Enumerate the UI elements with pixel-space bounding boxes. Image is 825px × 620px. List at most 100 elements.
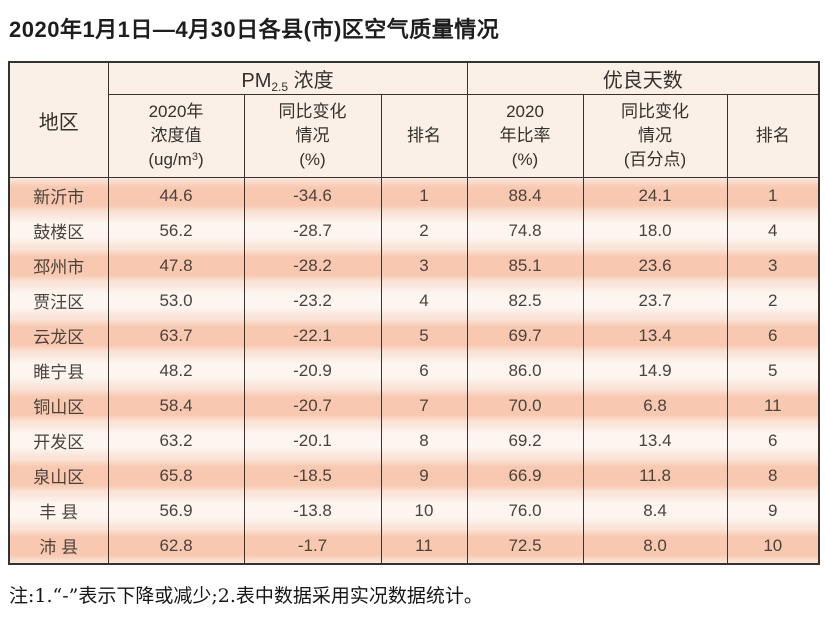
region-cell: 泉山区 [8,458,109,493]
region-cell: 新沂市 [8,177,109,213]
pm-value-cell: 53.0 [107,283,245,318]
pm-rank-cell: 4 [380,283,468,318]
column-header-good-ratio: 2020 年比率 (%) [466,94,584,178]
good-change-cell: 23.6 [582,248,728,283]
good-ratio-line3: (%) [511,149,539,169]
column-header-good-change: 同比变化 情况 (百分点) [582,94,728,178]
table-header: 地区 PM2.5 浓度 优良天数 2020年 浓度值 (ug/m3) 同比变化 … [8,62,820,178]
region-cell: 睢宁县 [8,353,109,388]
good-change-line2: 情况 [638,126,673,146]
column-header-region: 地区 [8,62,109,178]
table-row: 新沂市 44.6 -34.6 1 88.4 24.1 1 [8,177,820,213]
pm-rank-cell: 5 [380,318,468,353]
table-body: 新沂市 44.6 -34.6 1 88.4 24.1 1 鼓楼区 56.2 -28.7 2 74.8 1… [8,177,820,564]
good-rank-cell: 2 [726,283,820,318]
page-title: 2020年1月1日—4月30日各县(市)区空气质量情况 [9,17,500,42]
region-cell: 邳州市 [8,248,109,283]
good-rank-cell: 1 [726,177,820,213]
good-rank-cell: 11 [726,388,820,423]
column-group-pm25: PM2.5 浓度 [107,62,468,95]
region-cell: 沛 县 [8,528,109,564]
pm-value-unit-suffix: ) [197,149,204,169]
pm-change-cell: -28.7 [243,213,382,248]
table-row: 睢宁县 48.2 -20.9 6 86.0 14.9 5 [8,353,820,388]
pm-change-line1: 同比变化 [278,102,347,122]
good-rank-cell: 8 [726,458,820,493]
header-group-row: 地区 PM2.5 浓度 优良天数 [8,62,820,178]
good-change-cell: 24.1 [582,177,728,213]
good-ratio-cell: 82.5 [466,283,584,318]
pm-rank-cell: 10 [380,493,468,528]
pm-change-cell: -22.1 [243,318,382,353]
pm-change-cell: -23.2 [243,283,382,318]
good-ratio-cell: 74.8 [466,213,584,248]
pm-rank-cell: 7 [380,388,468,423]
table-row: 云龙区 63.7 -22.1 5 69.7 13.4 6 [8,318,820,353]
good-rank-cell: 6 [726,423,820,458]
good-ratio-cell: 72.5 [466,528,584,564]
pm-change-line3: (%) [299,149,326,169]
good-rank-cell: 9 [726,493,820,528]
pm-value-cell: 47.8 [107,248,245,283]
good-ratio-cell: 69.2 [466,423,584,458]
pm-value-cell: 62.8 [107,528,245,564]
pm-change-cell: -20.9 [243,353,382,388]
header-sub-row: 2020年 浓度值 (ug/m3) 同比变化 情况 (%) 排名 2020 年比… [9,94,820,178]
pm-value-cell: 65.8 [107,458,245,493]
good-rank-cell: 3 [726,248,820,283]
good-change-cell: 8.4 [582,493,728,528]
pm-value-cell: 56.2 [107,213,245,248]
good-change-line3: (百分点) [623,149,687,169]
good-change-cell: 11.8 [582,458,728,493]
good-ratio-line1: 2020 [506,102,544,122]
region-cell: 贾汪区 [8,283,109,318]
good-ratio-cell: 85.1 [466,248,584,283]
table-row: 泉山区 65.8 -18.5 9 66.9 11.8 8 [8,458,820,493]
pm-rank-cell: 3 [380,248,468,283]
good-ratio-cell: 70.0 [466,388,584,423]
column-group-good-days: 优良天数 [466,62,820,95]
good-change-cell: 23.7 [582,283,728,318]
pm-rank-cell: 1 [380,177,468,213]
pm-change-cell: -20.1 [243,423,382,458]
pm-change-cell: -28.2 [243,248,382,283]
good-change-cell: 8.0 [582,528,728,564]
pm-value-cell: 44.6 [107,177,245,213]
pm-value-unit: (ug/m3) [109,148,243,172]
good-ratio-cell: 88.4 [466,177,584,213]
pm-change-cell: -13.8 [243,493,382,528]
good-change-cell: 14.9 [582,353,728,388]
good-change-cell: 13.4 [582,423,728,458]
table-row: 邳州市 47.8 -28.2 3 85.1 23.6 3 [8,248,820,283]
table-row: 丰 县 56.9 -13.8 10 76.0 8.4 9 [8,493,820,528]
pm25-label-suffix: 浓度 [288,69,334,92]
good-rank-cell: 6 [726,318,820,353]
pm-rank-cell: 2 [380,213,468,248]
good-ratio-cell: 69.7 [466,318,584,353]
pm-value-cell: 48.2 [107,353,245,388]
region-cell: 丰 县 [8,493,109,528]
column-header-pm-value: 2020年 浓度值 (ug/m3) [107,94,245,178]
pm-value-cell: 63.2 [107,423,245,458]
good-ratio-cell: 76.0 [466,493,584,528]
pm-value-cell: 63.7 [107,318,245,353]
column-header-pm-change: 同比变化 情况 (%) [243,94,382,178]
good-rank-cell: 10 [726,528,820,564]
good-ratio-cell: 66.9 [466,458,584,493]
good-change-cell: 18.0 [582,213,728,248]
pm-rank-cell: 11 [380,528,468,564]
pm-value-unit-prefix: (ug/m [148,149,192,169]
footnote: 注:1.“-”表示下降或减少;2.表中数据采用实况数据统计。 [9,585,483,607]
good-ratio-line2: 年比率 [499,126,551,146]
air-quality-table: 地区 PM2.5 浓度 优良天数 2020年 浓度值 (ug/m3) 同比变化 … [8,61,821,565]
pm-change-cell: -1.7 [243,528,382,564]
pm-change-cell: -18.5 [243,458,382,493]
table-row: 沛 县 62.8 -1.7 11 72.5 8.0 10 [8,528,820,564]
pm-change-cell: -20.7 [243,388,382,423]
pm-change-line2: 情况 [295,126,330,146]
pm-value-line2: 浓度值 [150,126,202,146]
good-change-line1: 同比变化 [621,102,690,122]
pm25-label-subscript: 2.5 [271,79,289,94]
pm-rank-cell: 9 [380,458,468,493]
